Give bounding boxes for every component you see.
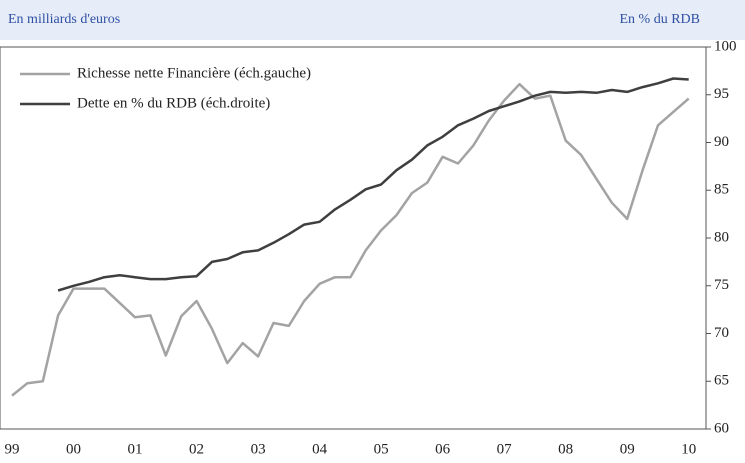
- y-tick-label: 80: [714, 229, 729, 245]
- y-tick-label: 90: [714, 134, 729, 150]
- x-tick-label: 08: [558, 441, 573, 457]
- y-tick-label: 65: [714, 373, 729, 389]
- y-tick-label: 85: [714, 182, 729, 198]
- x-tick-label: 01: [128, 441, 143, 457]
- x-tick-label: 04: [312, 441, 328, 457]
- header-band: [0, 0, 745, 40]
- y-tick-label: 95: [714, 86, 729, 102]
- y-tick-label: 60: [714, 420, 729, 436]
- legend-label: Dette en % du RDB (éch.droite): [77, 95, 270, 111]
- series-line: [57, 77, 689, 292]
- x-tick-label: 99: [5, 441, 20, 457]
- x-tick-label: 10: [681, 441, 696, 457]
- y-tick-label: 75: [714, 277, 729, 293]
- x-tick-label: 09: [620, 441, 635, 457]
- x-tick-label: 03: [251, 441, 266, 457]
- x-tick-label: 00: [66, 441, 81, 457]
- y-tick-label: 70: [714, 325, 729, 341]
- series-line: [11, 82, 690, 397]
- y-tick-label: 100: [714, 38, 737, 54]
- legend-label: Richesse nette Financière (éch.gauche): [77, 65, 311, 81]
- x-tick-label: 05: [374, 441, 389, 457]
- x-tick-label: 02: [189, 441, 204, 457]
- x-tick-label: 07: [497, 441, 513, 457]
- x-tick-label: 06: [435, 441, 451, 457]
- right-axis-label: En % du RDB: [620, 12, 701, 27]
- left-axis-label: En milliards d'euros: [8, 12, 120, 27]
